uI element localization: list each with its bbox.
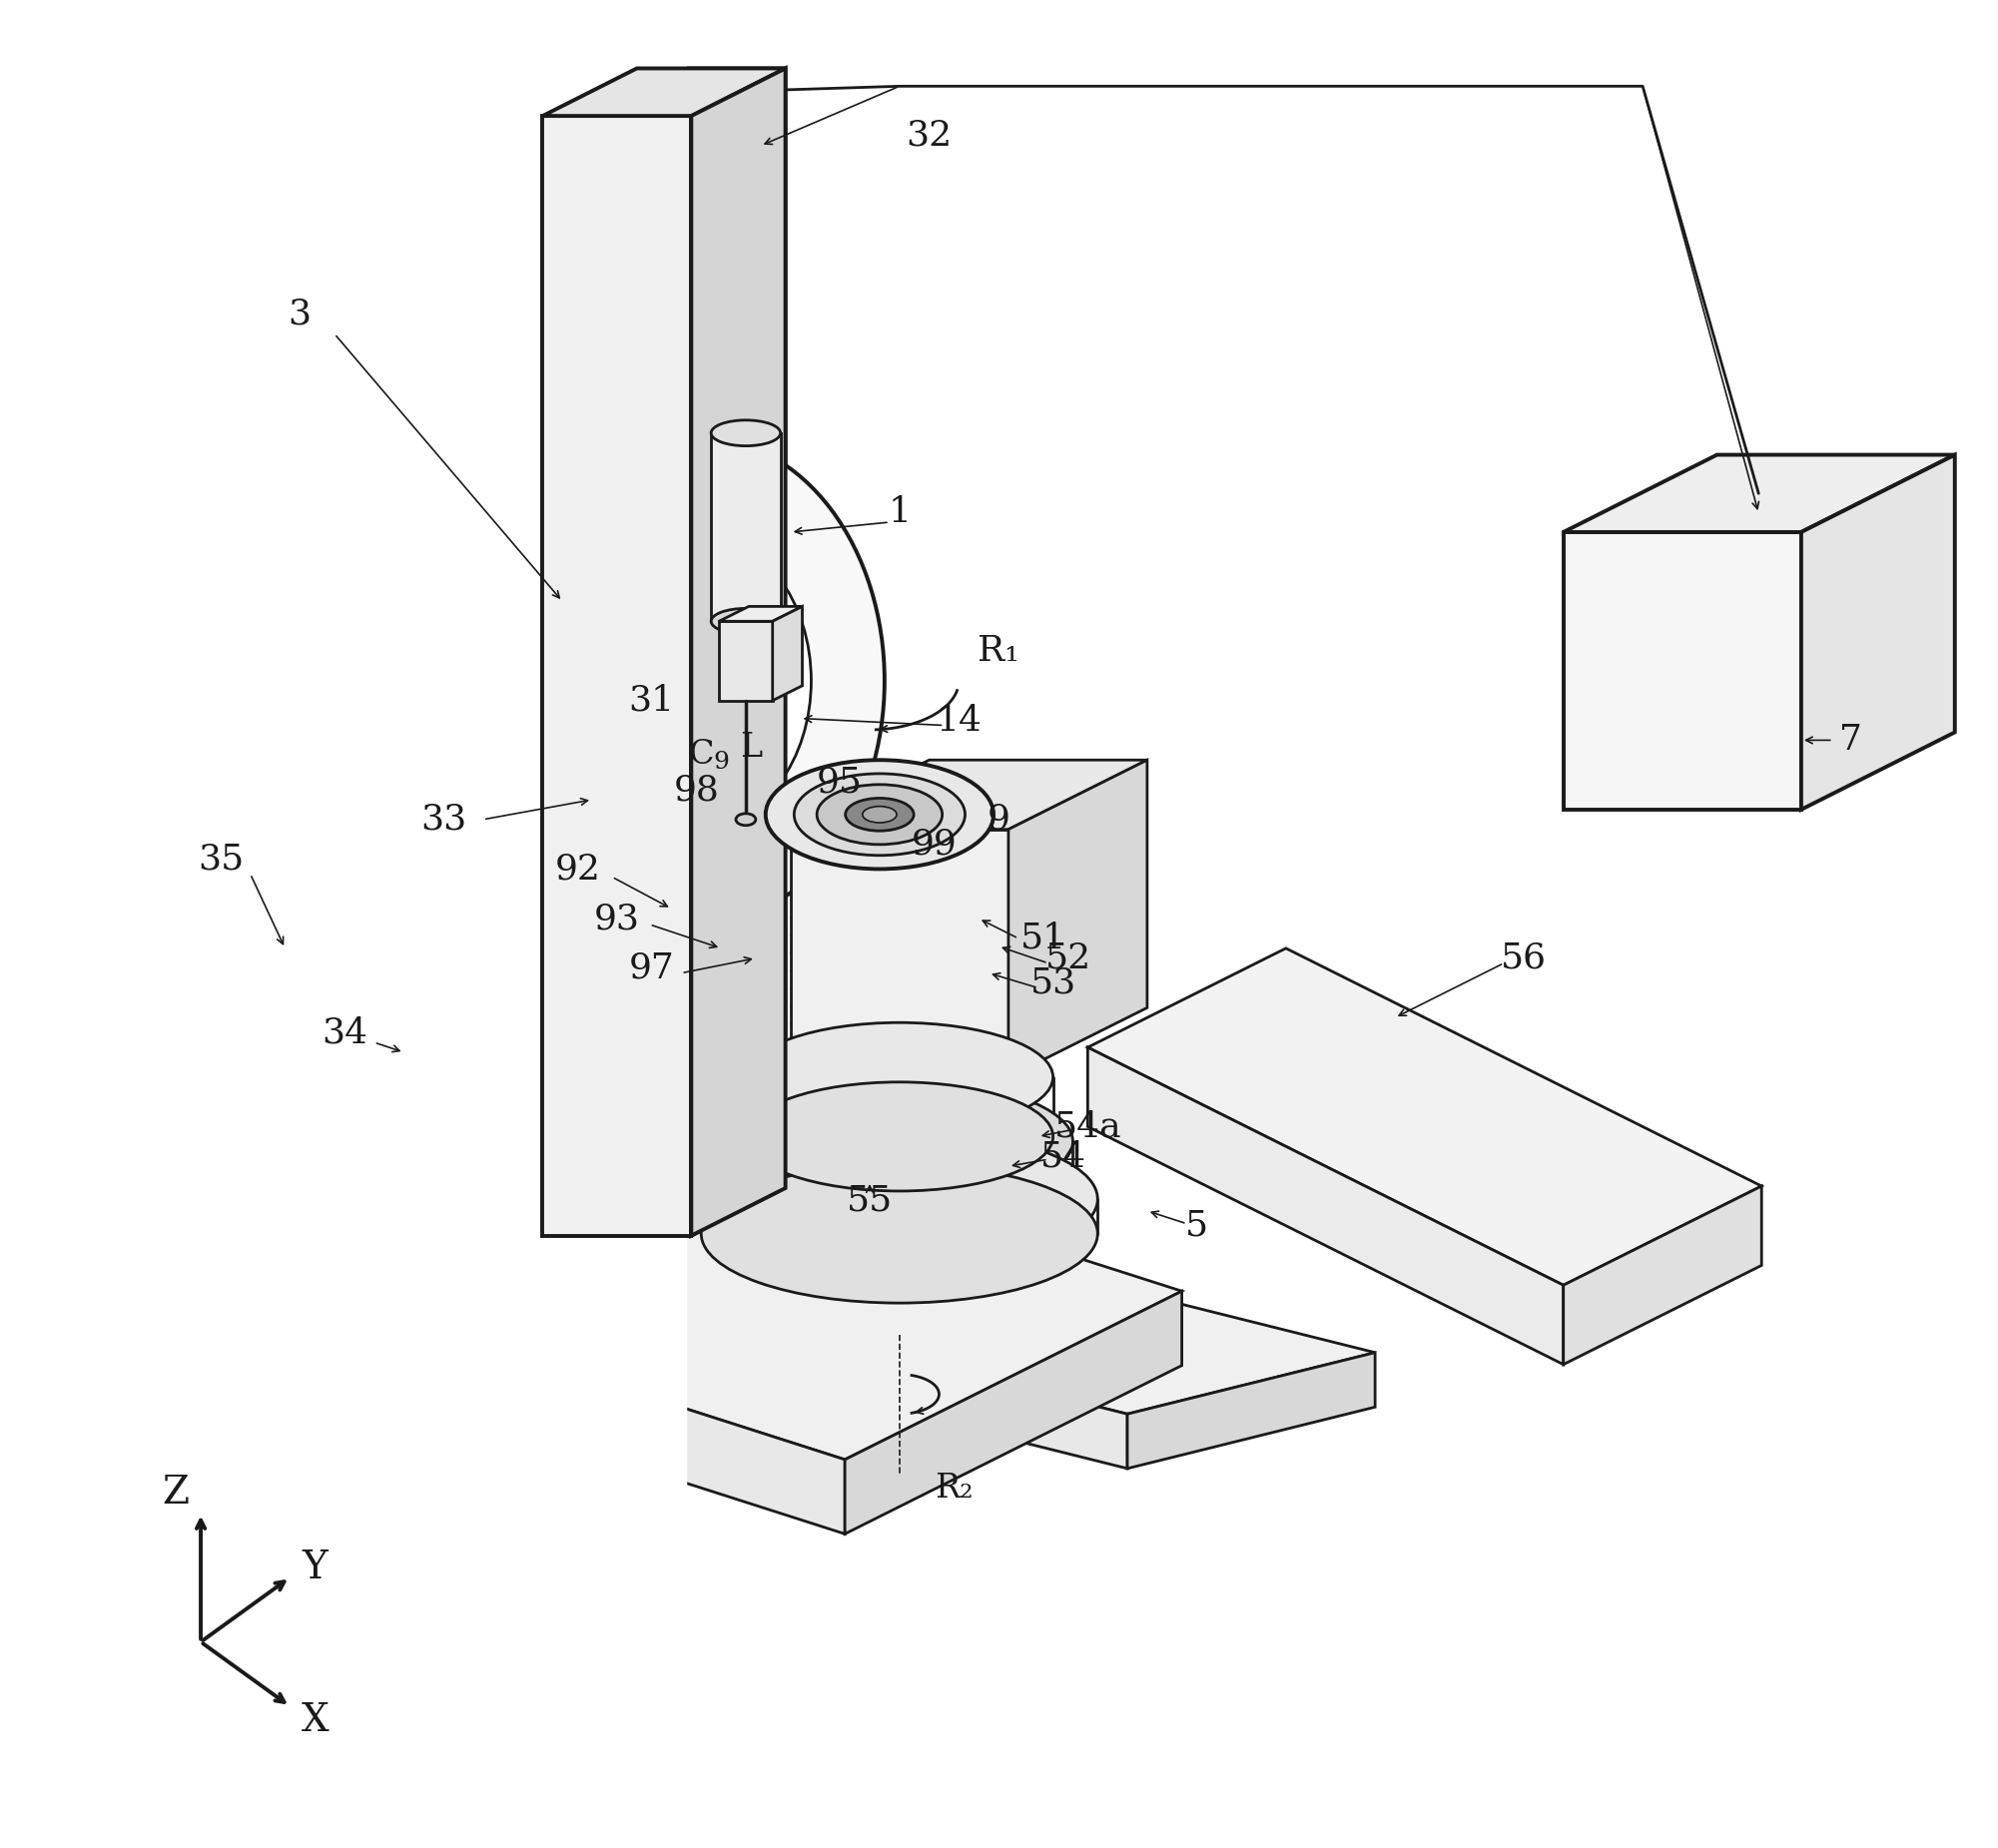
Ellipse shape (745, 1022, 1053, 1131)
Ellipse shape (725, 1079, 1073, 1203)
Text: 56: 56 (1500, 941, 1546, 976)
Text: 51: 51 (1021, 922, 1067, 955)
Ellipse shape (711, 608, 781, 634)
Polygon shape (691, 68, 785, 1236)
Text: 93: 93 (593, 902, 639, 935)
Text: 9: 9 (713, 750, 729, 774)
Polygon shape (543, 116, 691, 1236)
Polygon shape (136, 833, 691, 1112)
Text: X: X (302, 1702, 328, 1739)
Text: L: L (739, 732, 761, 763)
Polygon shape (1087, 948, 1762, 1284)
Polygon shape (1562, 532, 1802, 809)
Text: 14: 14 (935, 704, 981, 737)
Ellipse shape (845, 798, 913, 832)
Text: 1: 1 (887, 495, 911, 529)
Polygon shape (300, 1284, 845, 1534)
Polygon shape (543, 68, 785, 116)
Ellipse shape (735, 813, 755, 826)
Ellipse shape (725, 1129, 1073, 1253)
Ellipse shape (701, 1164, 1097, 1303)
Ellipse shape (745, 1083, 1053, 1192)
Text: 5: 5 (1185, 1209, 1209, 1242)
Text: 32: 32 (907, 118, 953, 153)
Text: 95: 95 (817, 765, 863, 798)
Polygon shape (1562, 455, 1954, 532)
Polygon shape (791, 830, 1009, 1077)
Text: C: C (689, 739, 713, 771)
Polygon shape (711, 432, 781, 621)
Polygon shape (773, 606, 803, 700)
Polygon shape (1562, 1186, 1762, 1364)
Text: 7: 7 (1840, 723, 1862, 758)
Text: 54a: 54a (1053, 1109, 1121, 1144)
Polygon shape (719, 606, 803, 621)
Text: 98: 98 (673, 772, 719, 808)
Polygon shape (691, 68, 785, 1236)
Text: 55: 55 (847, 1185, 893, 1218)
Polygon shape (543, 116, 691, 1236)
Ellipse shape (711, 419, 781, 445)
Text: 52: 52 (1045, 941, 1091, 976)
Polygon shape (136, 948, 464, 1231)
Text: 92: 92 (553, 852, 599, 885)
Polygon shape (464, 998, 691, 1231)
Text: Z: Z (162, 1475, 190, 1512)
Polygon shape (300, 1116, 1183, 1460)
Polygon shape (1127, 1353, 1375, 1469)
Ellipse shape (517, 438, 885, 924)
Ellipse shape (591, 536, 811, 826)
Ellipse shape (701, 1129, 1097, 1268)
Text: Y: Y (302, 1549, 328, 1586)
Text: 3: 3 (288, 298, 312, 331)
Text: R₂: R₂ (935, 1473, 973, 1504)
Text: 9: 9 (987, 802, 1009, 837)
Text: R₁: R₁ (977, 634, 1019, 667)
Text: 97: 97 (629, 952, 675, 985)
Ellipse shape (765, 760, 993, 869)
Polygon shape (1009, 760, 1147, 1077)
Text: 53: 53 (1029, 967, 1077, 1000)
Ellipse shape (817, 785, 943, 845)
Polygon shape (543, 68, 785, 116)
Text: 35: 35 (198, 843, 244, 876)
Polygon shape (334, 1216, 1127, 1469)
Polygon shape (334, 1155, 1375, 1414)
Text: 54: 54 (1039, 1140, 1087, 1173)
Text: 99: 99 (911, 828, 957, 861)
Polygon shape (845, 1292, 1183, 1534)
Polygon shape (791, 760, 1147, 830)
Polygon shape (719, 621, 773, 700)
Ellipse shape (863, 806, 897, 822)
Bar (8, 7, 687, 1841)
Polygon shape (1802, 455, 1954, 809)
Text: 34: 34 (322, 1016, 368, 1050)
Text: 33: 33 (420, 802, 468, 837)
Text: 31: 31 (629, 684, 675, 717)
Polygon shape (1087, 1048, 1562, 1364)
Ellipse shape (793, 774, 965, 856)
